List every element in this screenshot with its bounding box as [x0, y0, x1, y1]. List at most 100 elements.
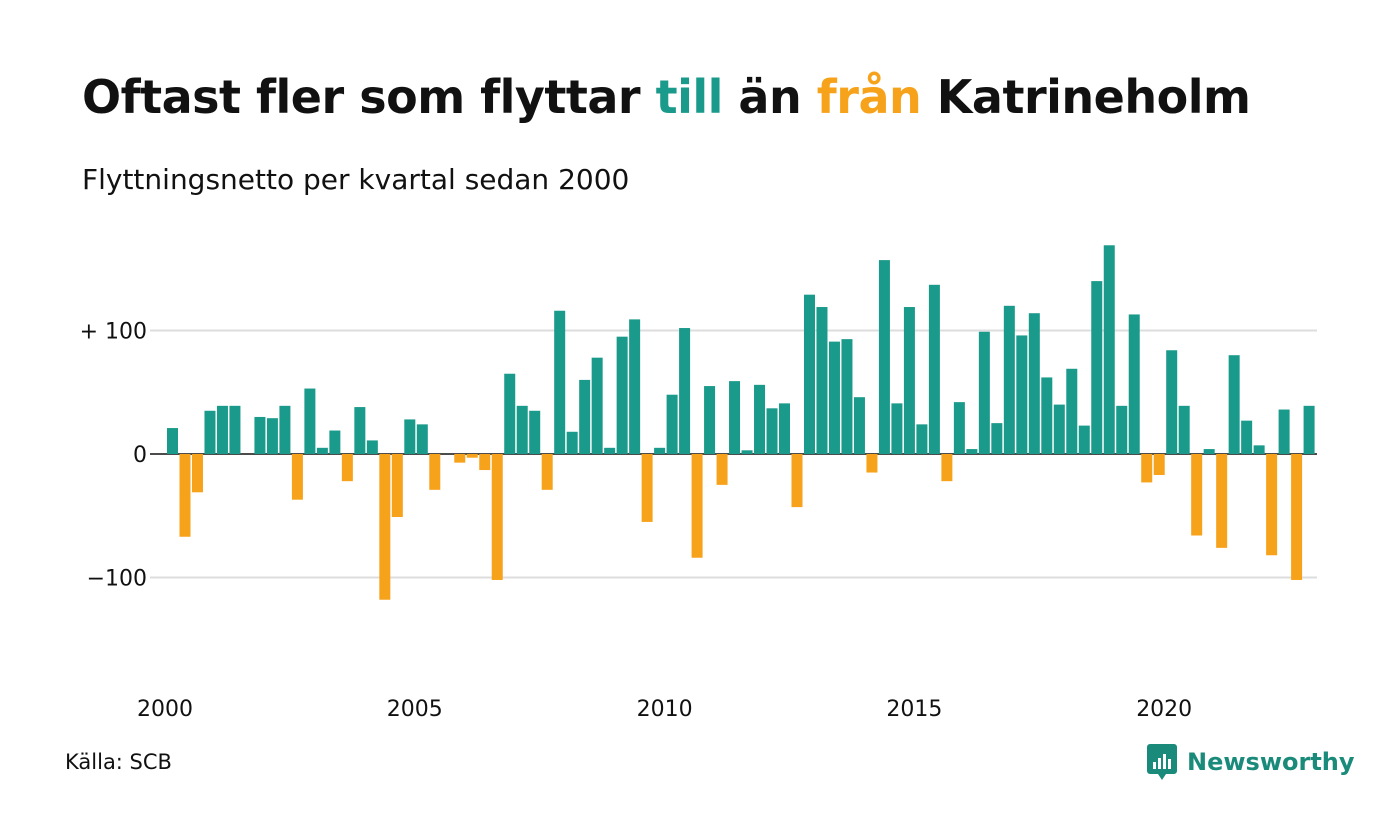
bar-positive: [966, 449, 978, 454]
newsworthy-logo: Newsworthy: [1147, 744, 1355, 780]
brand-name: Newsworthy: [1187, 748, 1355, 776]
bar-positive: [504, 373, 516, 455]
x-tick-label: 2010: [637, 697, 693, 722]
bar-positive: [616, 336, 628, 455]
bar-negative: [1141, 454, 1153, 483]
bar-negative: [429, 454, 441, 490]
bar-negative: [691, 454, 703, 558]
chart-subtitle: Flyttningsnetto per kvartal sedan 2000: [82, 163, 630, 196]
bar-positive: [666, 394, 678, 454]
bar-positive: [1016, 335, 1028, 454]
bar-negative: [1216, 454, 1228, 548]
bar-negative: [379, 454, 391, 600]
bar-positive: [1166, 350, 1178, 454]
y-tick-label: −100: [87, 567, 147, 592]
bar-positive: [516, 405, 528, 454]
bar-positive: [216, 405, 228, 454]
bar-negative: [1153, 454, 1165, 475]
bar-positive: [204, 410, 216, 454]
bar-positive: [1091, 281, 1103, 454]
bar-negative: [179, 454, 191, 537]
bar-positive: [679, 328, 691, 454]
title-part-5: Katrineholm: [921, 70, 1251, 124]
bar-negative: [1291, 454, 1303, 580]
bar-positive: [903, 307, 915, 454]
bars: [167, 245, 1315, 600]
bar-negative: [1191, 454, 1203, 536]
bar-positive: [304, 388, 316, 454]
axis-labels: + 100 0 −100 2000 2005 2010 2015 2020: [80, 320, 1193, 723]
bar-negative: [191, 454, 203, 493]
bar-positive: [754, 384, 766, 454]
bar-positive: [853, 397, 865, 454]
x-tick-label: 2020: [1136, 697, 1192, 722]
title-highlight-fran: från: [816, 70, 922, 124]
title-part-3: än: [722, 70, 817, 124]
title-highlight-till: till: [655, 70, 724, 124]
bar-positive: [766, 408, 778, 455]
bar-positive: [329, 430, 341, 454]
bar-positive: [591, 357, 603, 454]
newsworthy-logo-icon: [1147, 744, 1177, 780]
bar-negative: [291, 454, 303, 500]
bar-negative: [716, 454, 728, 485]
bar-positive: [1203, 449, 1215, 454]
bar-positive: [1028, 313, 1040, 454]
bar-positive: [1078, 425, 1090, 455]
bar-positive: [366, 440, 378, 455]
bar-negative: [941, 454, 953, 482]
bar-positive: [416, 424, 428, 454]
bar-positive: [254, 416, 266, 454]
bar-positive: [1116, 405, 1128, 454]
bar-positive: [928, 284, 940, 454]
bar-negative: [1266, 454, 1278, 556]
bar-negative: [541, 454, 553, 490]
bar-positive: [1178, 405, 1190, 454]
bar-positive: [978, 331, 990, 455]
bar-negative: [341, 454, 353, 482]
bar-positive: [1253, 445, 1265, 455]
bar-negative: [791, 454, 803, 508]
bar-positive: [229, 405, 241, 454]
bar-positive: [878, 260, 890, 455]
bar-negative: [454, 454, 466, 463]
source-note: Källa: SCB: [65, 750, 172, 774]
bar-positive: [529, 410, 541, 454]
bar-positive: [841, 339, 853, 454]
bar-positive: [1241, 420, 1253, 454]
y-tick-label: 0: [133, 443, 147, 468]
bar-positive: [741, 450, 753, 455]
x-tick-label: 2005: [387, 697, 443, 722]
bar-positive: [604, 447, 616, 454]
bar-positive: [316, 447, 328, 454]
chart-title: Oftast fler som flyttar till än från Kat…: [82, 70, 1251, 124]
bar-negative: [491, 454, 503, 580]
bar-positive: [991, 423, 1003, 455]
bar-positive: [354, 407, 366, 454]
bar-positive: [779, 403, 791, 455]
bar-positive: [953, 402, 965, 454]
bar-positive: [167, 428, 178, 454]
bar-positive: [554, 310, 566, 454]
bar-negative: [466, 454, 478, 458]
bar-positive: [629, 319, 641, 454]
bar-positive: [654, 447, 666, 454]
bar-positive: [1303, 405, 1315, 454]
bar-positive: [1066, 368, 1078, 454]
bar-positive: [266, 418, 278, 455]
bar-positive: [916, 424, 928, 454]
bar-negative: [641, 454, 653, 522]
bar-positive: [566, 431, 578, 454]
bar-positive: [816, 307, 828, 454]
bar-positive: [828, 341, 840, 455]
bar-positive: [729, 381, 741, 454]
bar-positive: [1278, 409, 1290, 454]
bar-positive: [1041, 377, 1053, 454]
bar-positive: [803, 294, 815, 454]
bar-positive: [1053, 404, 1065, 454]
bar-positive: [1228, 355, 1240, 454]
bar-positive: [704, 386, 716, 454]
bar-positive: [579, 379, 591, 454]
bar-positive: [1103, 245, 1115, 454]
